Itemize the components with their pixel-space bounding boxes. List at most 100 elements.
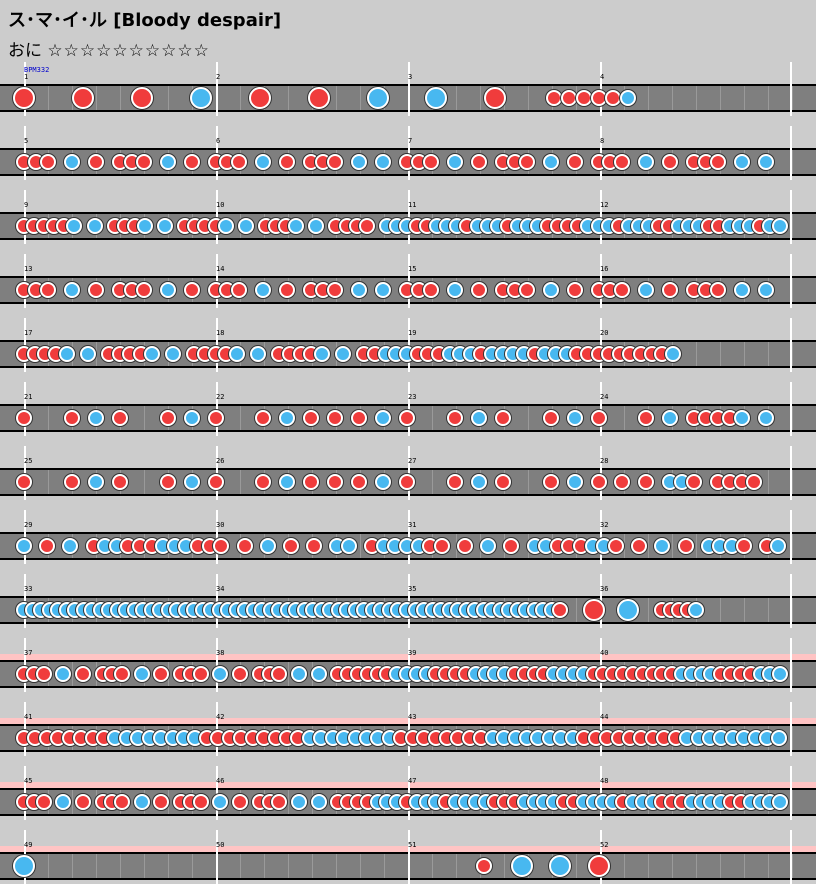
barline: [408, 574, 410, 628]
barline: [408, 382, 410, 436]
barline: [790, 318, 792, 372]
beat-tick: [792, 470, 793, 494]
big-don-note: [248, 87, 271, 109]
beat-tick: [720, 598, 721, 622]
don-note: [279, 282, 296, 298]
barline: [790, 446, 792, 500]
ka-note: [310, 666, 327, 682]
barline: [790, 830, 792, 884]
barline: [216, 254, 218, 308]
don-note: [542, 474, 559, 490]
measure-number: 14: [216, 265, 225, 273]
don-note: [271, 666, 288, 682]
ka-note: [250, 346, 267, 362]
ka-note: [770, 730, 787, 746]
don-note: [39, 538, 56, 554]
beat-tick: [720, 86, 721, 110]
beat-tick: [576, 854, 577, 878]
ka-note: [654, 538, 671, 554]
don-note: [446, 410, 463, 426]
don-note: [327, 474, 344, 490]
measure-number: 13: [24, 265, 33, 273]
beat-tick: [504, 854, 505, 878]
don-note: [183, 282, 200, 298]
barline: [216, 830, 218, 884]
big-don-note: [307, 87, 330, 109]
beat-tick: [648, 598, 649, 622]
measure-number: 4: [600, 73, 605, 81]
beat-tick: [96, 86, 97, 110]
measure-number: 44: [600, 713, 609, 721]
barline: [216, 126, 218, 180]
don-note: [607, 538, 624, 554]
don-note: [135, 154, 152, 170]
don-note: [159, 410, 176, 426]
beat-tick: [480, 86, 481, 110]
beat-tick: [144, 470, 145, 494]
don-note: [63, 410, 80, 426]
beat-tick: [528, 470, 529, 494]
don-note: [303, 474, 320, 490]
barline: [408, 254, 410, 308]
ka-note: [157, 218, 174, 234]
ka-note: [664, 346, 681, 362]
beat-tick: [696, 534, 697, 558]
measure-number: 27: [408, 457, 417, 465]
measure-number: 6: [216, 137, 221, 145]
big-don-note: [130, 87, 153, 109]
measure-number: 38: [216, 649, 225, 657]
beat-tick: [768, 86, 769, 110]
don-note: [111, 410, 128, 426]
ka-note: [308, 218, 325, 234]
beat-tick: [288, 790, 289, 814]
barline: [216, 702, 218, 756]
beat-tick: [288, 86, 289, 110]
beat-tick: [432, 406, 433, 430]
barline: [600, 318, 602, 372]
beat-tick: [792, 278, 793, 302]
don-note: [686, 474, 703, 490]
don-note: [159, 474, 176, 490]
ka-note: [279, 410, 296, 426]
don-note: [327, 282, 344, 298]
beat-tick: [528, 86, 529, 110]
beat-tick: [240, 86, 241, 110]
measure-number: 40: [600, 649, 609, 657]
beat-tick: [48, 854, 49, 878]
barline: [600, 126, 602, 180]
ka-note: [313, 346, 330, 362]
ka-note: [212, 794, 229, 810]
ka-note: [335, 346, 352, 362]
don-note: [74, 794, 91, 810]
ka-note: [734, 154, 751, 170]
ka-note: [255, 282, 272, 298]
don-note: [475, 858, 492, 874]
don-note: [236, 538, 253, 554]
barline: [790, 62, 792, 116]
measure-number: 31: [408, 521, 417, 529]
measure-number: 52: [600, 841, 609, 849]
don-note: [710, 154, 727, 170]
beat-tick: [792, 150, 793, 174]
ka-note: [375, 474, 392, 490]
beat-tick: [528, 406, 529, 430]
don-note: [74, 666, 91, 682]
beat-tick: [312, 854, 313, 878]
measure-number: 2: [216, 73, 221, 81]
beat-tick: [792, 534, 793, 558]
measure-number: 36: [600, 585, 609, 593]
big-ka-note: [425, 87, 448, 109]
barline: [600, 766, 602, 820]
measure-number: 32: [600, 521, 609, 529]
big-ka-note: [189, 87, 212, 109]
measure-number: 43: [408, 713, 417, 721]
ka-note: [772, 794, 789, 810]
don-note: [282, 538, 299, 554]
don-note: [590, 474, 607, 490]
ka-note: [638, 282, 655, 298]
beat-tick: [576, 598, 577, 622]
big-ka-note: [366, 87, 389, 109]
ka-note: [63, 282, 80, 298]
ka-note: [288, 218, 305, 234]
beat-tick: [672, 854, 673, 878]
